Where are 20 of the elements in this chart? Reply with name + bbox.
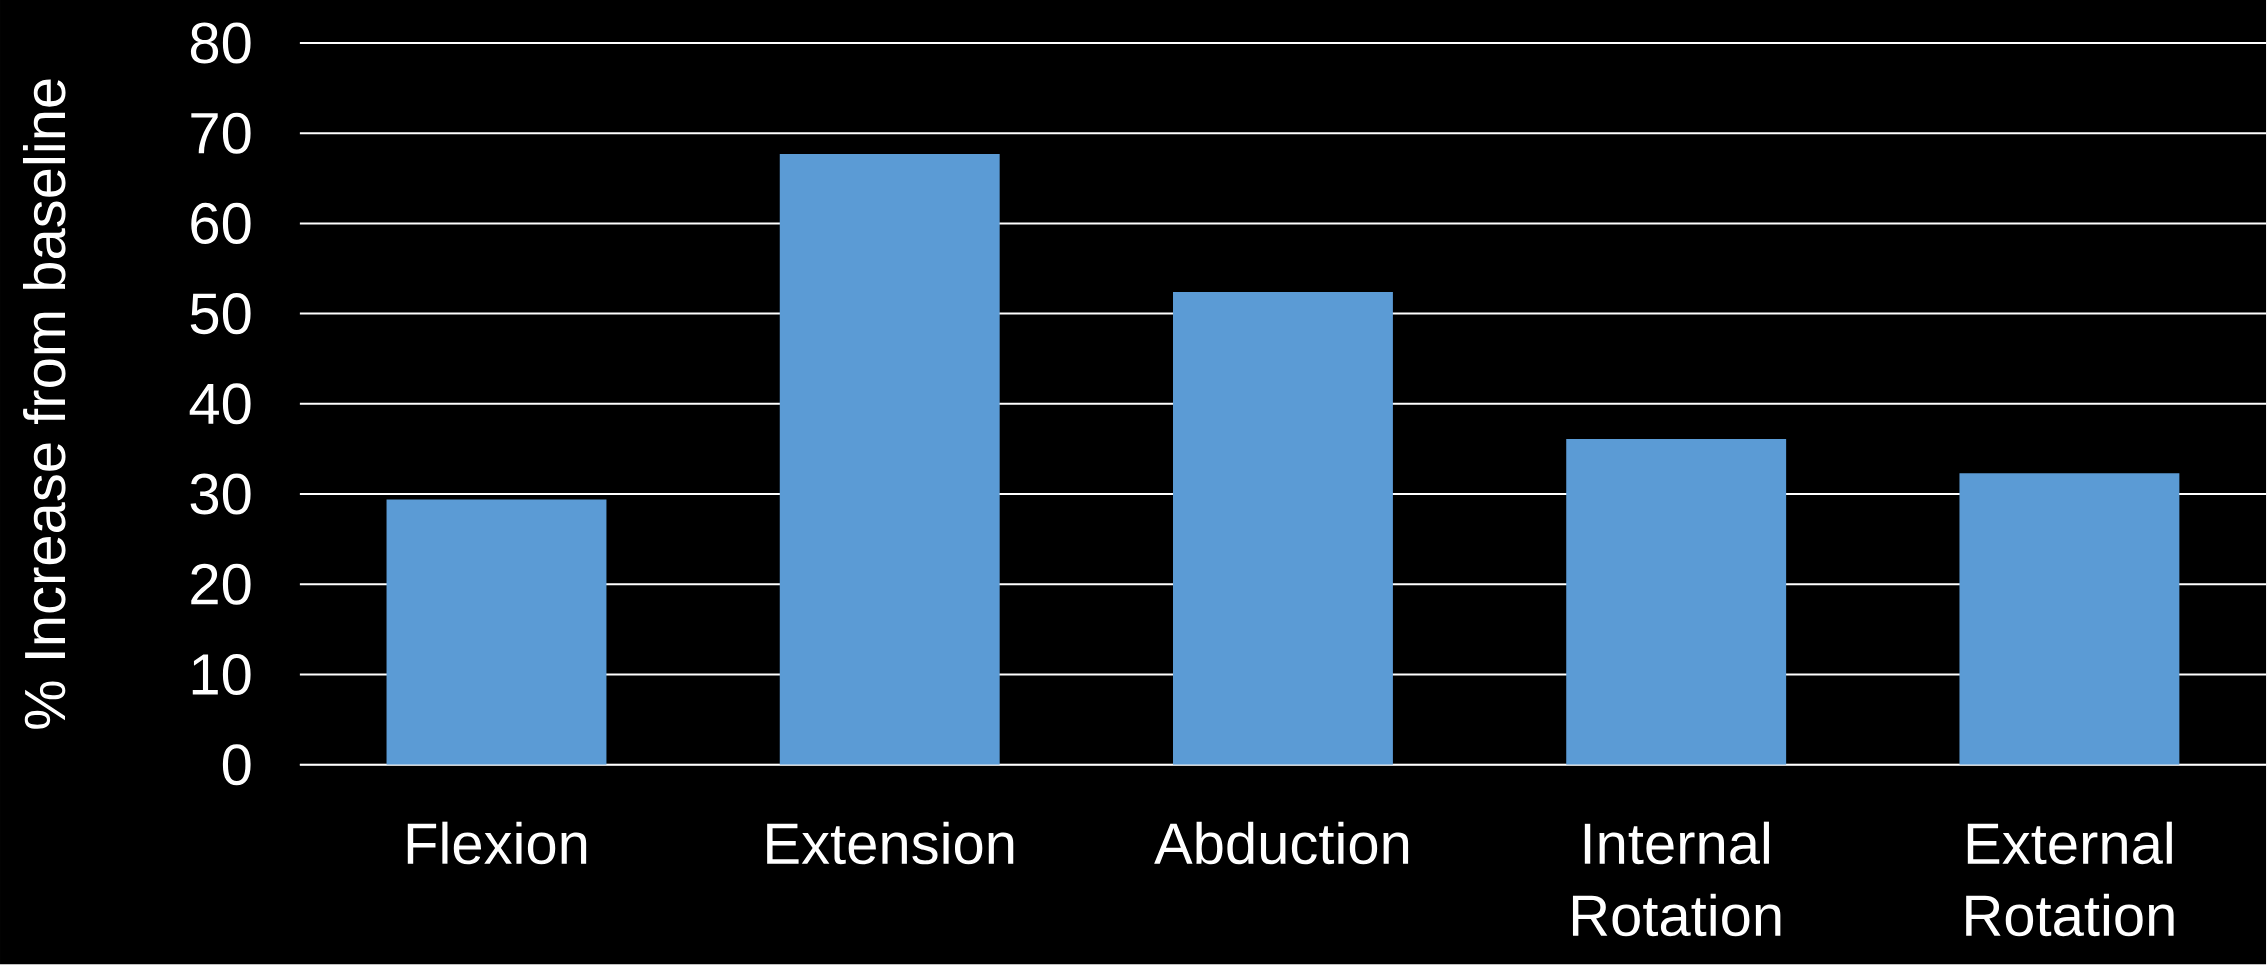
y-tick-label: 0: [222, 744, 251, 786]
y-tick-label: 30: [190, 473, 251, 515]
y-tick-label: 20: [191, 563, 251, 605]
x-tick-label: Extension: [767, 821, 1014, 865]
bar: [1959, 473, 2180, 765]
bar: [386, 499, 607, 765]
x-tick-label: Abduction: [1154, 821, 1409, 865]
y-tick-label: 60: [191, 203, 251, 245]
bar: [1173, 292, 1393, 765]
y-tick-label: 50: [190, 293, 251, 335]
y-tick-label: 10: [192, 654, 251, 696]
y-tick-label: 70: [191, 112, 251, 154]
y-tick-label: 80: [190, 22, 251, 64]
x-tick-label: Internal Rotation: [1572, 821, 1781, 937]
y-tick-label: 40: [189, 383, 251, 425]
x-tick-label: Flexion: [407, 821, 587, 865]
x-tick-label: External Rotation: [1966, 821, 2174, 937]
bar: [1566, 439, 1787, 765]
bar: [779, 154, 1000, 765]
y-axis-title: % Increase from baseline: [22, 79, 66, 730]
